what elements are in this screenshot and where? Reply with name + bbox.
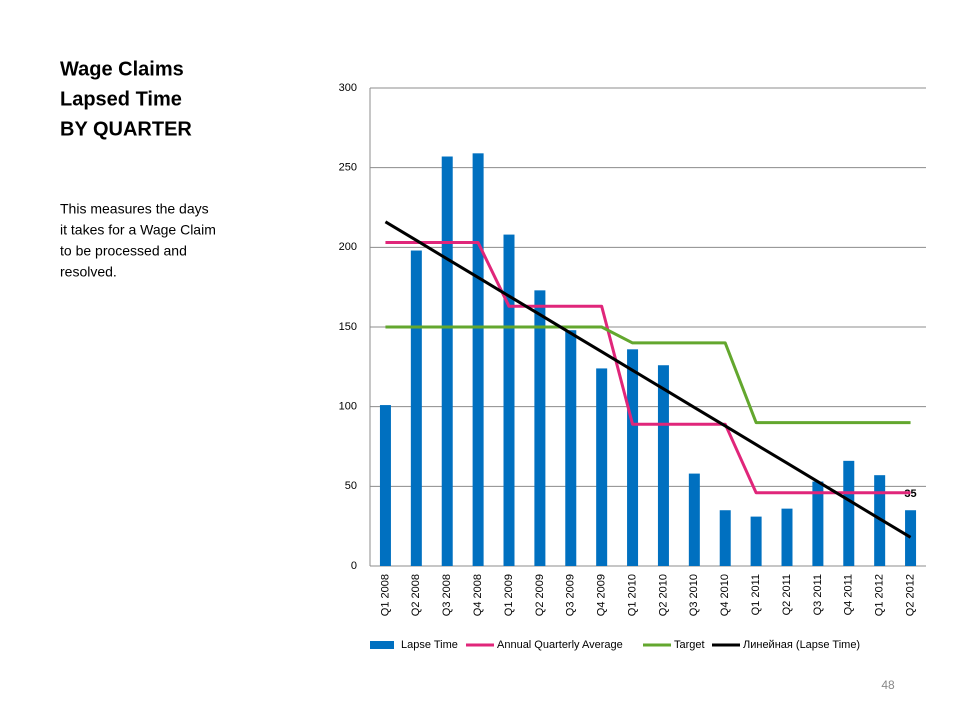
x-tick-label: Q4 2009: [596, 574, 608, 616]
x-tick-label: Q1 2009: [503, 574, 515, 616]
legend-label: Target: [674, 639, 705, 651]
x-tick-label: Q3 2009: [565, 574, 577, 616]
x-tick-label: Q1 2010: [626, 574, 638, 616]
bar: [534, 290, 546, 566]
bar: [379, 405, 391, 566]
bar: [410, 250, 422, 566]
x-tick-label: Q4 2010: [719, 574, 731, 616]
bar: [596, 368, 608, 566]
bar: [627, 349, 639, 566]
slide-description: it takes for a Wage Claim: [60, 222, 216, 238]
legend-label: Annual Quarterly Average: [497, 639, 623, 651]
bar: [688, 473, 700, 566]
legend-label: Линейная (Lapse Time): [743, 639, 860, 651]
x-tick-label: Q2 2011: [781, 574, 793, 615]
x-tick-label: Q3 2010: [688, 574, 700, 616]
y-tick-label: 200: [339, 241, 357, 253]
slide-description: to be processed and: [60, 243, 187, 259]
x-tick-label: Q1 2011: [750, 574, 762, 615]
bar: [657, 365, 669, 566]
line-series: [385, 325, 911, 425]
x-tick-label: Q1 2012: [874, 574, 886, 616]
slide-description: This measures the days: [60, 201, 209, 217]
x-tick-label: Q2 2012: [904, 574, 916, 616]
x-tick-label: Q1 2008: [379, 574, 391, 616]
bar: [565, 330, 577, 566]
x-tick-label: Q2 2008: [410, 574, 422, 616]
line-series: [384, 220, 912, 539]
y-tick-label: 50: [345, 480, 357, 492]
y-tick-label: 300: [339, 82, 357, 94]
bar: [503, 234, 515, 566]
legend-swatch: [370, 641, 394, 649]
bar: [750, 516, 762, 566]
line-series: [385, 241, 911, 495]
x-tick-label: Q3 2011: [812, 574, 824, 615]
bar: [781, 508, 793, 566]
page-number: 48: [881, 678, 895, 692]
y-tick-label: 150: [339, 321, 357, 333]
x-tick-label: Q4 2011: [843, 574, 855, 615]
legend-label: Lapse Time: [401, 639, 458, 651]
bar: [472, 153, 484, 566]
bar: [812, 481, 824, 566]
y-tick-label: 0: [351, 560, 357, 572]
x-tick-label: Q4 2008: [472, 574, 484, 616]
x-tick-label: Q2 2009: [534, 574, 546, 616]
y-tick-label: 250: [339, 162, 357, 174]
bar: [905, 510, 917, 566]
slide-title: Wage Claims: [60, 58, 184, 80]
x-tick-label: Q3 2008: [441, 574, 453, 616]
slide-title: Lapsed Time: [60, 88, 182, 110]
bar: [441, 156, 453, 566]
bar: [874, 475, 886, 566]
x-tick-label: Q2 2010: [657, 574, 669, 616]
y-tick-label: 100: [339, 401, 357, 413]
bar: [719, 510, 731, 566]
bar: [843, 460, 855, 566]
slide-title: BY QUARTER: [60, 118, 192, 140]
slide-description: resolved.: [60, 264, 117, 280]
